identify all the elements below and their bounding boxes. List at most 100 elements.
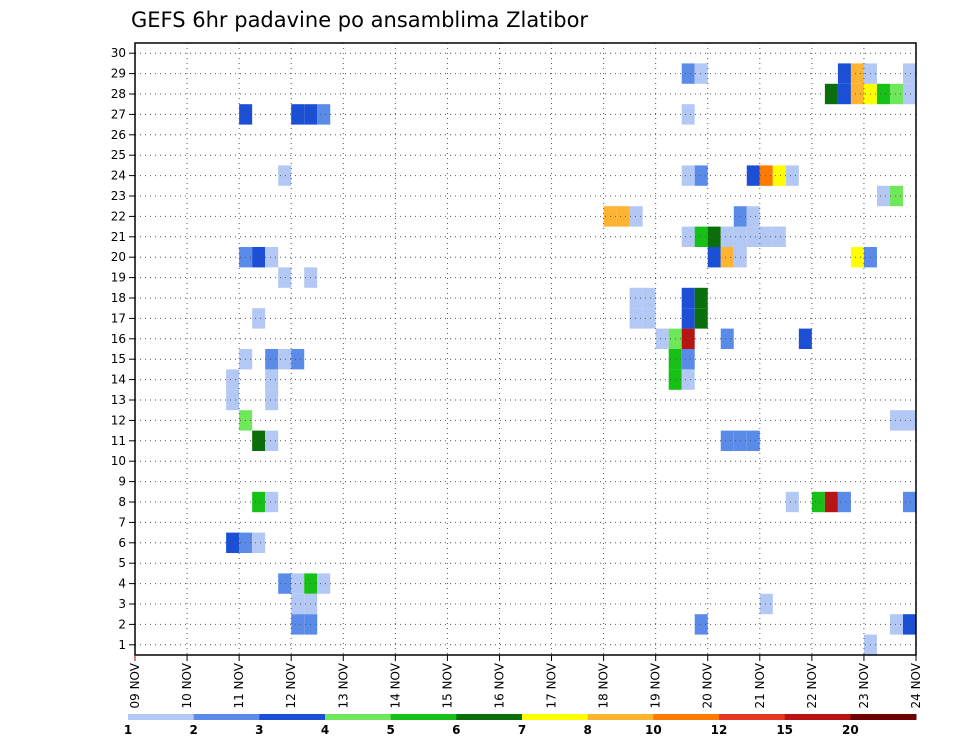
precip-cell [681,165,695,186]
precip-cell [629,308,643,329]
precip-cell [694,308,708,329]
precip-cell [291,349,305,370]
precip-cell [720,430,734,451]
precip-cell [278,349,292,370]
precip-cell [642,308,656,329]
x-tick-label: 12 NOV [284,662,298,708]
y-tick-label: 25 [111,148,126,162]
colorbar-swatch [522,714,589,720]
colorbar-swatch [456,714,523,720]
y-tick-label: 16 [111,332,126,346]
colorbar-swatch [850,714,917,720]
precip-cell [889,614,903,635]
precip-cell [824,83,838,105]
plot-frame [134,42,917,656]
precip-cell [850,63,864,84]
precip-cell [837,63,851,84]
colorbar-label: 4 [321,723,329,737]
precip-cell [265,430,279,451]
colorbar-swatch [193,714,260,720]
precip-cell [265,349,279,370]
colorbar-label: 3 [255,723,263,737]
precip-cell [265,247,279,268]
precip-cell [889,410,903,431]
y-tick-label: 23 [111,189,126,203]
precip-cell [824,491,838,513]
y-tick-label: 30 [111,46,126,60]
colorbar-swatch [653,714,720,720]
colorbar-label: 5 [386,723,394,737]
y-tick-label: 21 [111,230,126,244]
colorbar: 1 2 3 4 5 6 7 8 10 12 15 20 [124,714,917,737]
precip-cell [746,165,760,186]
precip-cell [694,226,708,247]
y-tick-label: 6 [118,536,126,550]
precip-cell [746,226,760,247]
precip-cell [850,83,864,105]
precip-cell [265,389,279,411]
colorbar-swatch [259,714,326,720]
colorbar-swatch [325,714,392,720]
colorbar-swatch [784,714,851,720]
y-tick-label: 15 [111,352,126,366]
precip-cell [837,83,851,105]
y-tick-label: 13 [111,393,126,407]
colorbar-label: 15 [776,723,793,737]
colorbar-label: 8 [583,723,591,737]
precip-cell [226,389,240,411]
x-tick-label: 13 NOV [336,662,350,708]
precip-cell [759,165,773,186]
colorbar-swatch [587,714,654,720]
x-tick-label: 21 NOV [753,662,767,708]
x-tick-label: 18 NOV [597,662,611,708]
precip-cell [902,63,916,84]
precip-cell [850,247,864,268]
y-axis-ticks: 1234567891011121314151617181920212223242… [111,46,135,652]
precip-cell [772,226,786,247]
precip-cell [785,491,799,513]
precip-cell [291,593,305,615]
x-tick-label: 17 NOV [545,662,559,708]
grid-lines [135,43,916,655]
precip-cell [629,206,643,227]
colorbar-label: 7 [518,723,526,737]
precip-cell [746,430,760,451]
y-tick-label: 28 [111,87,126,101]
precip-cell [694,614,708,635]
x-tick-label: 19 NOV [649,662,663,708]
colorbar-swatch [390,714,457,720]
precip-cell [278,267,292,288]
y-tick-label: 12 [111,413,126,427]
colorbar-swatch [719,714,786,720]
precip-cell [694,165,708,186]
colorbar-label: 20 [842,723,859,737]
precip-cell [811,491,825,513]
y-tick-label: 29 [111,67,126,81]
chart-title: GEFS 6hr padavine po ansamblima Zlatibor [131,8,588,32]
x-tick-label: 20 NOV [701,662,715,708]
precip-cell [746,206,760,227]
x-axis-ticks: 09 NOV 10 NOV 11 NOV 12 NOV 13 NOV 14 NOV 15 N… [128,655,923,709]
precipitation-cells [226,63,916,655]
precip-cell [681,63,695,84]
colorbar-label: 6 [452,723,460,737]
precip-cell [681,369,695,390]
precip-cell [252,532,266,553]
precip-cell [759,593,773,615]
x-tick-label: 22 NOV [805,662,819,708]
x-tick-label: 09 NOV [128,662,142,708]
colorbar-label: 12 [711,723,728,737]
colorbar-swatch [128,714,195,720]
precip-cell [772,165,786,186]
precip-cell [681,308,695,329]
colorbar-label: 2 [189,723,197,737]
y-tick-label: 27 [111,107,126,121]
precip-cell [252,247,266,268]
precip-cell [291,573,305,594]
y-tick-label: 17 [111,311,126,325]
precip-cell [317,104,331,125]
precip-cell [720,328,734,349]
precip-cell [707,226,721,247]
precip-cell [629,287,643,309]
